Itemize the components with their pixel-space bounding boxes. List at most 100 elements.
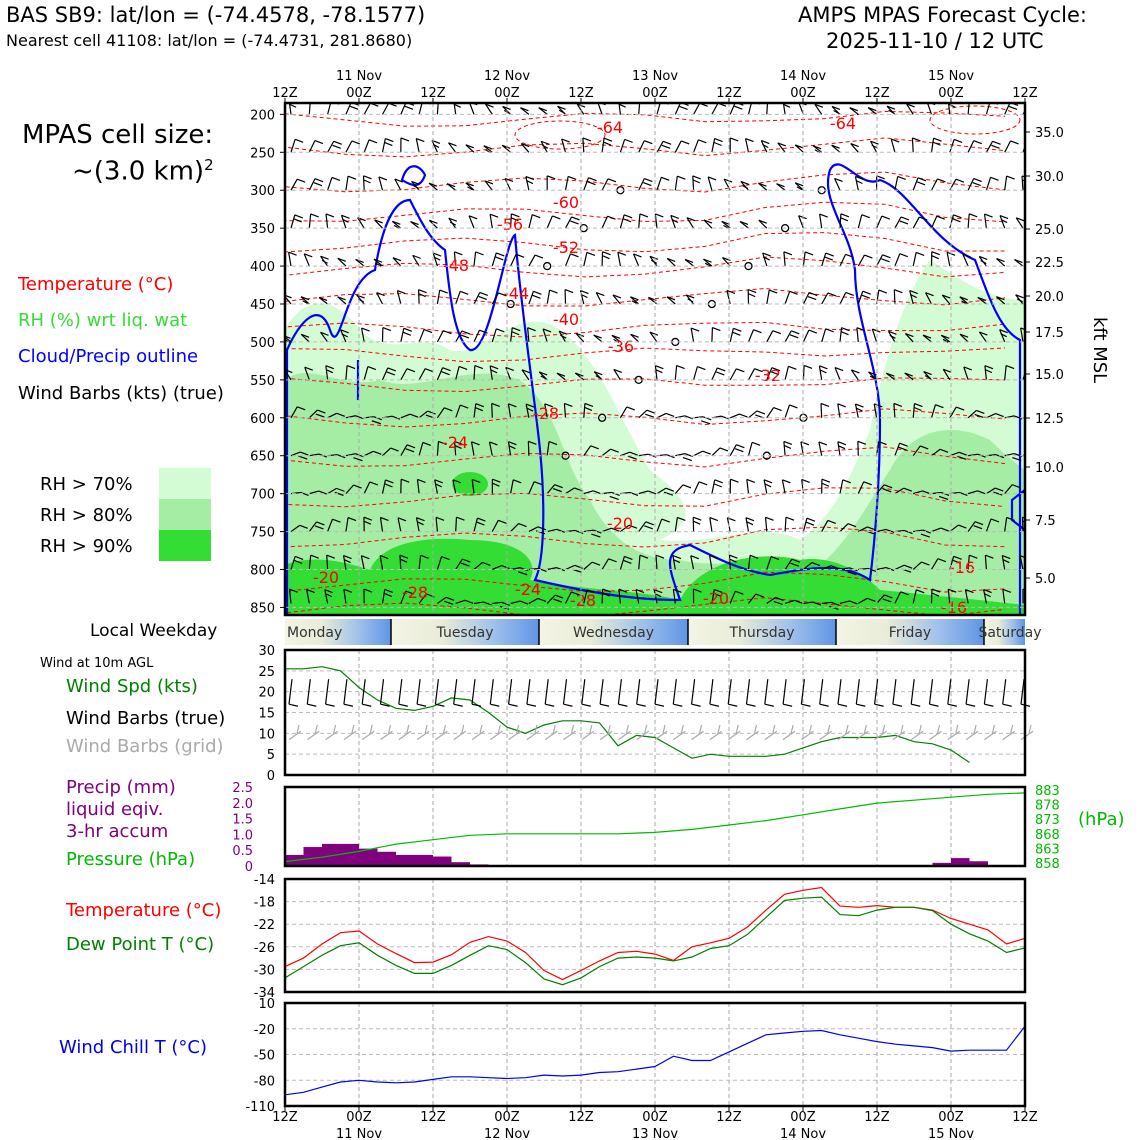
wind-barb [394,178,402,191]
wind-barb [468,215,475,229]
grid-wind-barb-flag [442,724,446,734]
true-wind-barb-flag [746,703,756,707]
wind-barb [525,176,530,191]
wind-barb-flag [626,406,635,411]
true-wind-barb-flag [892,703,903,707]
wind-barb-flag [686,217,696,222]
bottom-date-label: 13 Nov [632,1127,678,1140]
wind-barb-flag [697,366,706,371]
wind-barb-flag [570,253,579,258]
wind-barb-flag [294,559,303,565]
wind-barb [337,296,347,305]
wind-barb-flag [580,289,589,295]
wind-barb [418,410,428,419]
wind-barb [758,219,768,229]
wind-barb-flag [591,533,601,538]
wind-barb-flag [714,588,723,594]
wind-barb [619,556,625,570]
wind-barb-flag [435,483,442,488]
wind-tick-label: 10 [258,727,275,742]
calm-wind [744,261,753,271]
wind-barb [711,138,716,153]
wind-barb-flag [441,555,450,561]
wind-barb-flag [534,254,544,259]
wind-barb-flag [842,479,851,484]
wind-barb [802,329,810,343]
wind-barb-flag [883,484,893,489]
wind-barb-flag [919,216,928,221]
wind-barb [672,589,676,604]
grid-wind-barb-flag [936,724,941,734]
grid-wind-barb [929,730,942,741]
wind-barb [1021,175,1024,191]
wind-barb [837,441,841,456]
wind-barb [345,103,352,115]
wind-barb-flag [538,567,547,573]
wind-barb [630,333,640,343]
true-wind-barb-flag [801,703,811,707]
grid-wind-barb-flag [387,724,392,734]
wind-barb-flag [1005,365,1015,370]
wind-barb [544,403,548,418]
isotherm-label: -20 [607,514,633,533]
wind-barb-flag [289,588,298,593]
precip-bar [932,862,951,866]
pressure-tick-label: 200 [250,108,275,123]
pressure-tick-label: 350 [250,222,275,237]
wind-barb-flag [384,592,392,597]
wind-barb-flag [791,330,800,335]
true-wind-barb [800,679,805,705]
wind-barb-flag [1014,415,1023,420]
wind-barb-flag [841,327,850,332]
grid-wind-barb-flag [461,724,465,734]
bottom-time-label: 00Z [790,1110,816,1125]
wind-barb-flag [428,182,438,187]
wind-barb-flag [872,328,881,333]
wind-barb [821,565,832,571]
wind-barb [473,601,484,605]
wind-barb-flag [884,594,893,599]
wind-barb [612,294,621,305]
temp-tick-label: -26 [254,941,275,956]
wind-barb [941,294,951,305]
wind-barb-flag [465,182,474,187]
isotherm [285,232,1005,253]
wind-barb-flag [900,216,910,221]
wind-barb [320,331,329,343]
true-wind-barb [892,679,897,705]
wind-barb-flag [363,175,372,180]
nearest-cell: Nearest cell 41108: lat/lon = (-74.4731,… [6,31,413,50]
wind-barb [381,479,387,494]
grid-wind-barb-flag [790,724,794,734]
wind-barb-flag [973,525,983,530]
wind-barb-flag [984,213,993,218]
wind-barb-flag [459,290,469,295]
wind-barb [455,404,461,418]
wind-barb-flag [492,482,500,487]
wind-barb [470,441,475,456]
wind-barb-flag [709,554,718,560]
wind-barb-flag [645,521,654,526]
wind-barb-flag [959,333,969,338]
wind-barb [491,328,497,343]
true-wind-barb-flag [618,703,628,707]
wind-barb [656,518,663,532]
wind-barb [521,369,530,381]
wind-barb [618,589,621,604]
weekday-band-friday [836,619,984,645]
wind-barb [674,140,682,153]
wind-barb [434,479,438,494]
wind-barb [308,555,312,570]
precip-bar [340,843,359,866]
wind-barb-flag [571,216,580,221]
wind-barb-flag [904,372,913,377]
wind-barb-flag [881,215,891,220]
true-wind-barb [343,679,348,705]
wind-barb-flag [416,521,424,526]
wind-barb-flag [783,251,793,256]
wind-barb [983,589,987,604]
wind-barb [510,479,514,494]
grid-wind-barb [288,730,302,741]
wind-barb-flag [300,451,309,456]
wind-barb [854,403,859,418]
